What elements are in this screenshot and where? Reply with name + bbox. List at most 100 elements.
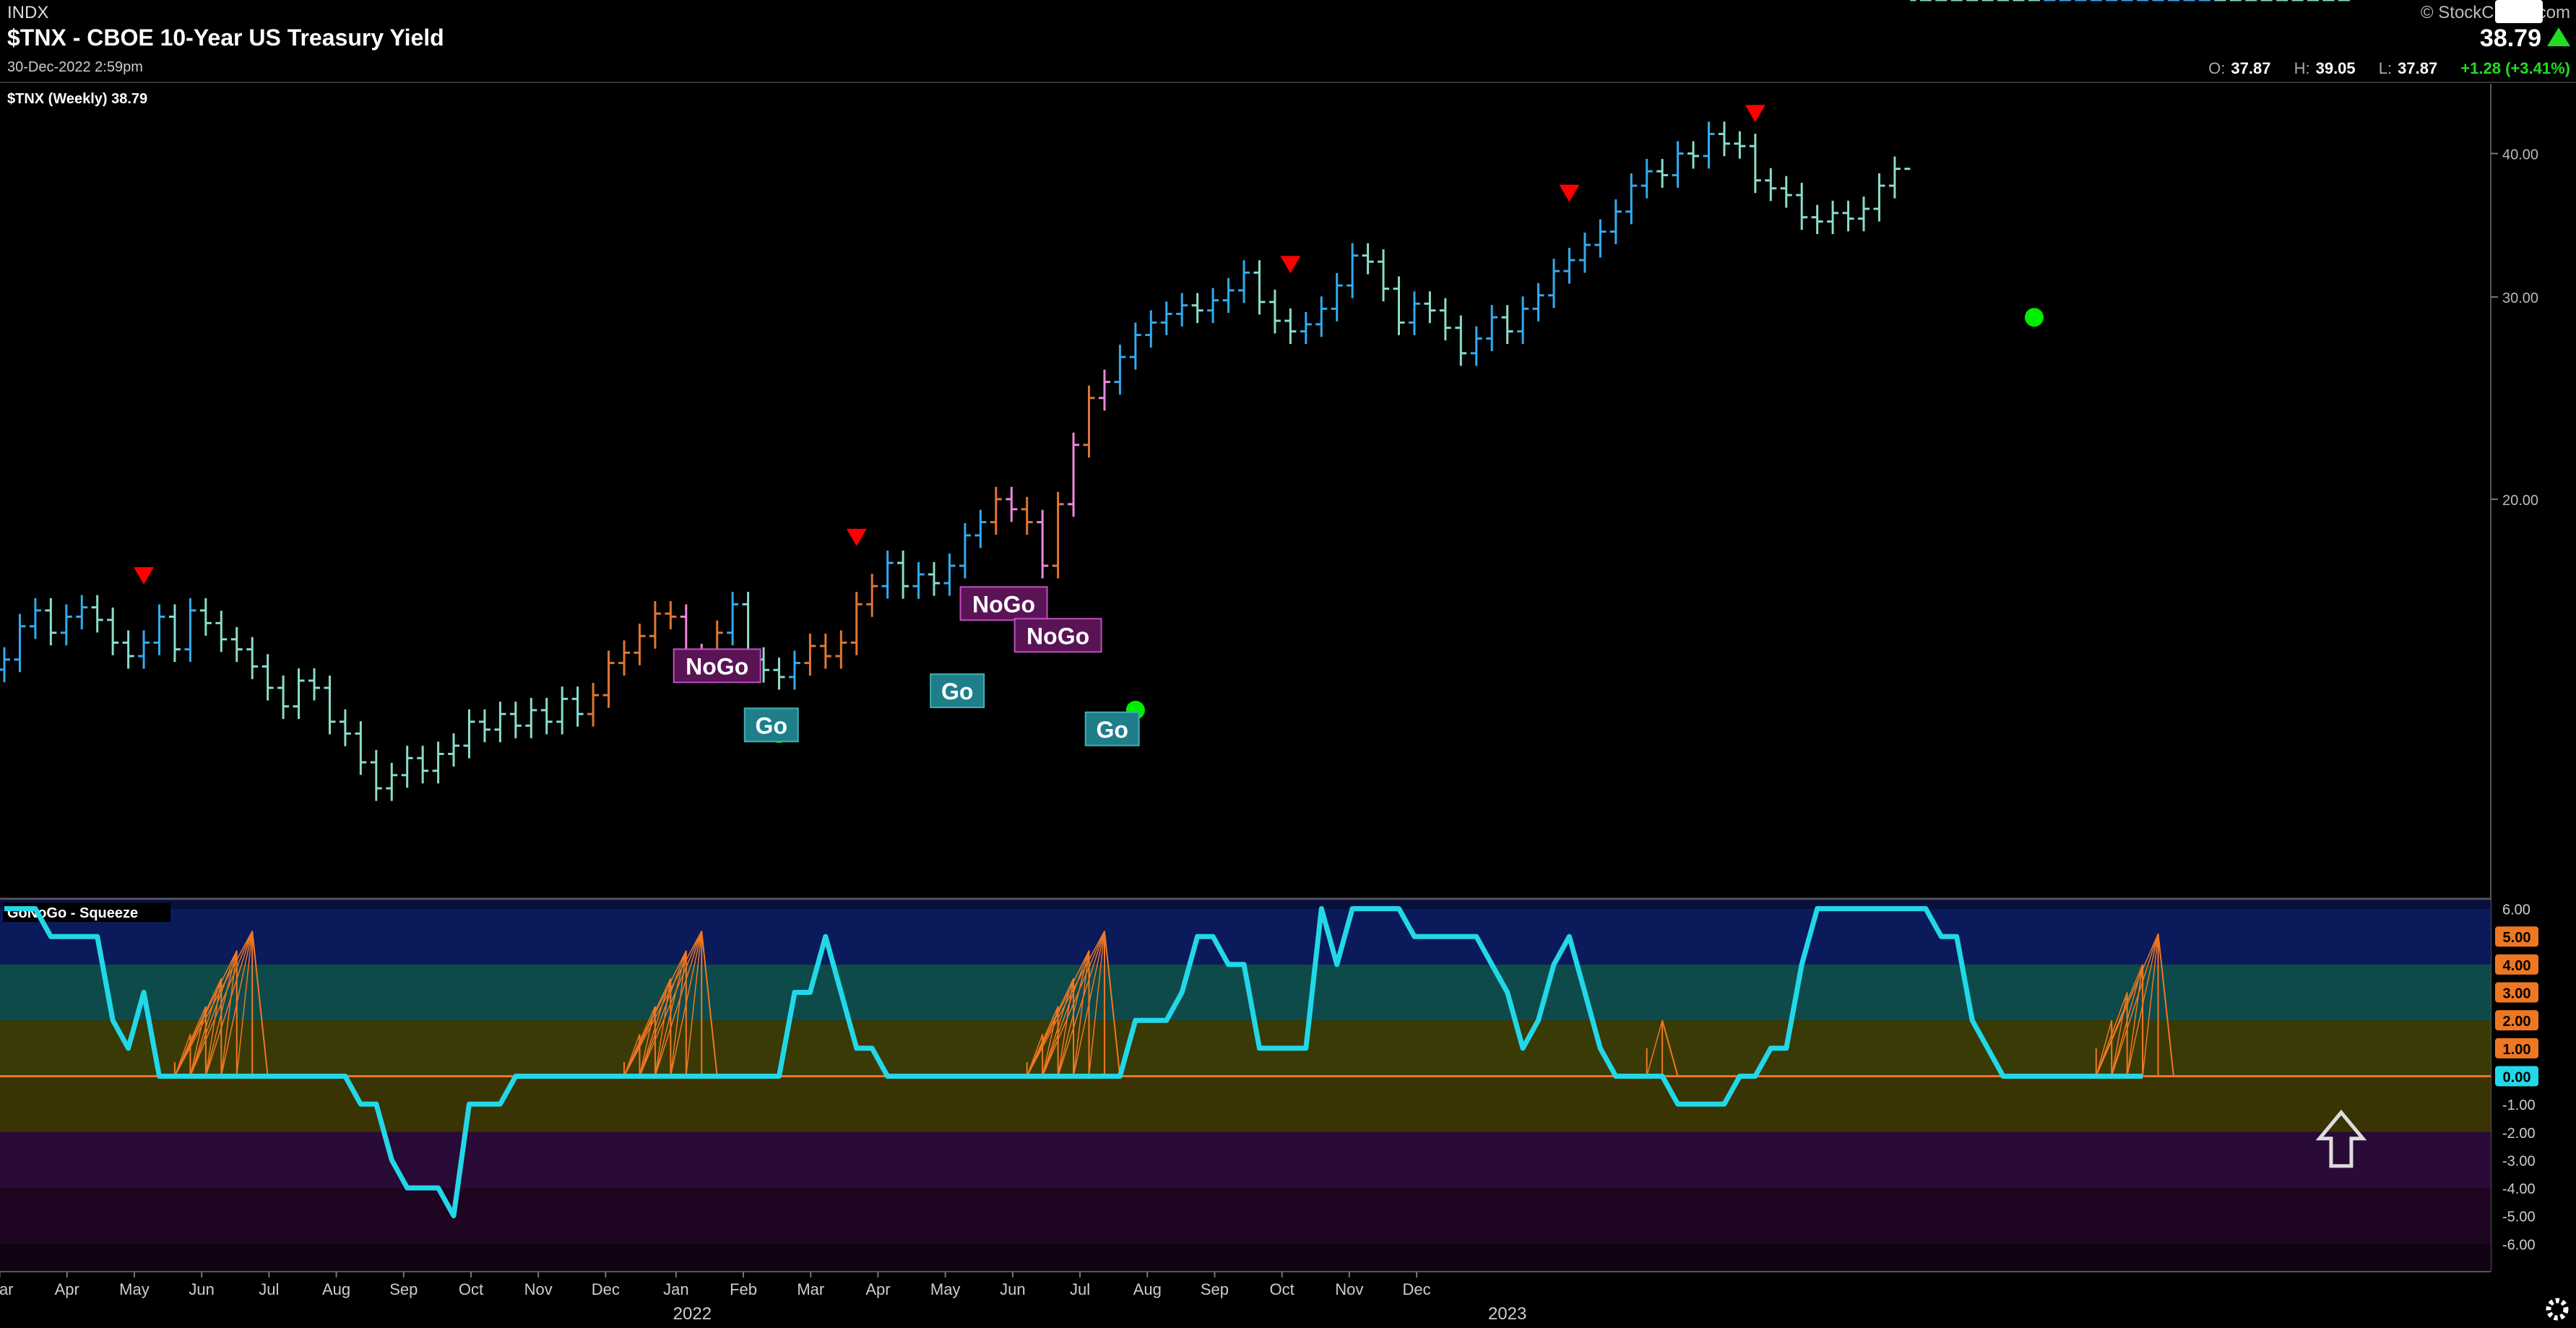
price-bar[interactable] [1347, 243, 1359, 298]
price-bar[interactable] [1176, 293, 1188, 327]
price-bar[interactable] [912, 561, 925, 599]
price-bar[interactable] [215, 611, 228, 652]
price-bar[interactable] [665, 601, 677, 630]
price-bar[interactable] [540, 697, 553, 735]
price-bar[interactable] [1284, 308, 1297, 345]
price-bar[interactable] [990, 486, 1002, 535]
price-bar[interactable] [1749, 134, 1761, 194]
price-bar[interactable] [819, 634, 831, 669]
price-bar[interactable] [1315, 296, 1328, 337]
price-bar[interactable] [1718, 121, 1730, 157]
price-bar[interactable] [494, 702, 506, 743]
price-bar[interactable] [881, 551, 894, 599]
price-bar[interactable] [1114, 344, 1126, 395]
price-bar[interactable] [773, 657, 785, 690]
price-bar[interactable] [1222, 277, 1235, 314]
price-bar[interactable] [1656, 159, 1669, 188]
price-bar[interactable] [634, 624, 646, 665]
price-bar[interactable] [850, 592, 863, 655]
price-bar[interactable] [1501, 305, 1513, 345]
price-bar[interactable] [1253, 260, 1266, 315]
price-bar[interactable] [1021, 496, 1033, 535]
price-bar[interactable] [1052, 491, 1064, 579]
price-bar[interactable] [1687, 141, 1700, 169]
price-bar[interactable] [1378, 249, 1390, 302]
price-bar[interactable] [339, 709, 351, 746]
price-bar[interactable] [1641, 159, 1653, 199]
price-bar[interactable] [866, 574, 878, 617]
price-bar[interactable] [788, 650, 800, 690]
price-bar[interactable] [1455, 315, 1467, 366]
price-bar[interactable] [168, 604, 181, 663]
price-bar[interactable] [1037, 509, 1049, 579]
price-bar[interactable] [1532, 283, 1544, 322]
price-bar[interactable] [1904, 0, 1916, 171]
price-bar[interactable] [556, 686, 569, 735]
price-bar[interactable] [1439, 298, 1451, 341]
price-bar[interactable] [91, 595, 103, 633]
price-bar[interactable] [1842, 200, 1854, 232]
price-bar[interactable] [0, 647, 10, 683]
price-bar[interactable] [262, 654, 274, 701]
price-bar[interactable] [602, 650, 615, 708]
price-bar[interactable] [1811, 204, 1823, 235]
price-bar[interactable] [928, 561, 940, 596]
price-bar[interactable] [401, 746, 413, 788]
price-bar[interactable] [1098, 369, 1110, 411]
price-bar[interactable] [1129, 322, 1141, 370]
price-bar[interactable] [727, 592, 739, 646]
price-bar[interactable] [649, 601, 661, 649]
price-bar[interactable] [1268, 289, 1281, 334]
price-bar[interactable] [432, 741, 444, 784]
price-bar[interactable] [1191, 293, 1203, 324]
price-bar[interactable] [308, 668, 320, 701]
price-bar[interactable] [246, 637, 259, 679]
price-bar[interactable] [1083, 385, 1095, 458]
price-bar[interactable] [587, 683, 600, 727]
price-bar[interactable] [417, 746, 429, 784]
price-bar[interactable] [804, 634, 816, 676]
price-bar[interactable] [277, 675, 290, 720]
price-bar[interactable] [324, 675, 336, 735]
price-bar[interactable] [1780, 176, 1792, 208]
price-bar[interactable] [1300, 311, 1312, 345]
price-bar[interactable] [199, 598, 212, 636]
price-bar[interactable] [1160, 301, 1172, 335]
price-bar[interactable] [370, 750, 382, 801]
price-bar[interactable] [29, 598, 41, 639]
price-bar[interactable] [1873, 173, 1885, 222]
price-bar[interactable] [509, 702, 522, 738]
price-bar[interactable] [1408, 291, 1420, 335]
price-bar[interactable] [1470, 326, 1482, 366]
price-bar[interactable] [897, 551, 909, 599]
price-bar[interactable] [1734, 131, 1746, 159]
price-bar[interactable] [184, 598, 196, 663]
price-bar[interactable] [1703, 121, 1715, 169]
price-bar[interactable] [1517, 296, 1529, 345]
price-bar[interactable] [122, 630, 134, 669]
price-bar[interactable] [45, 598, 57, 646]
price-bar[interactable] [974, 509, 987, 548]
price-bar[interactable] [525, 697, 537, 738]
price-bar[interactable] [1796, 182, 1808, 230]
price-bar[interactable] [1672, 141, 1684, 188]
price-bar[interactable] [1594, 219, 1607, 258]
price-bar[interactable] [1548, 259, 1560, 309]
price-bar[interactable] [230, 626, 243, 663]
price-bar[interactable] [463, 709, 475, 759]
price-bar[interactable] [1765, 168, 1777, 202]
price-bar[interactable] [1858, 196, 1870, 232]
price-bar[interactable] [1068, 432, 1080, 517]
price-bar[interactable] [1486, 305, 1498, 352]
price-bar[interactable] [138, 630, 150, 669]
price-bar[interactable] [835, 630, 847, 669]
price-bar[interactable] [1238, 260, 1250, 303]
price-bar[interactable] [1609, 199, 1622, 245]
price-bar[interactable] [153, 604, 165, 655]
price-bar[interactable] [107, 607, 119, 655]
price-bar[interactable] [1578, 232, 1591, 273]
price-bar[interactable] [943, 553, 956, 596]
price-bar[interactable] [60, 604, 72, 646]
price-bar[interactable] [386, 762, 398, 801]
